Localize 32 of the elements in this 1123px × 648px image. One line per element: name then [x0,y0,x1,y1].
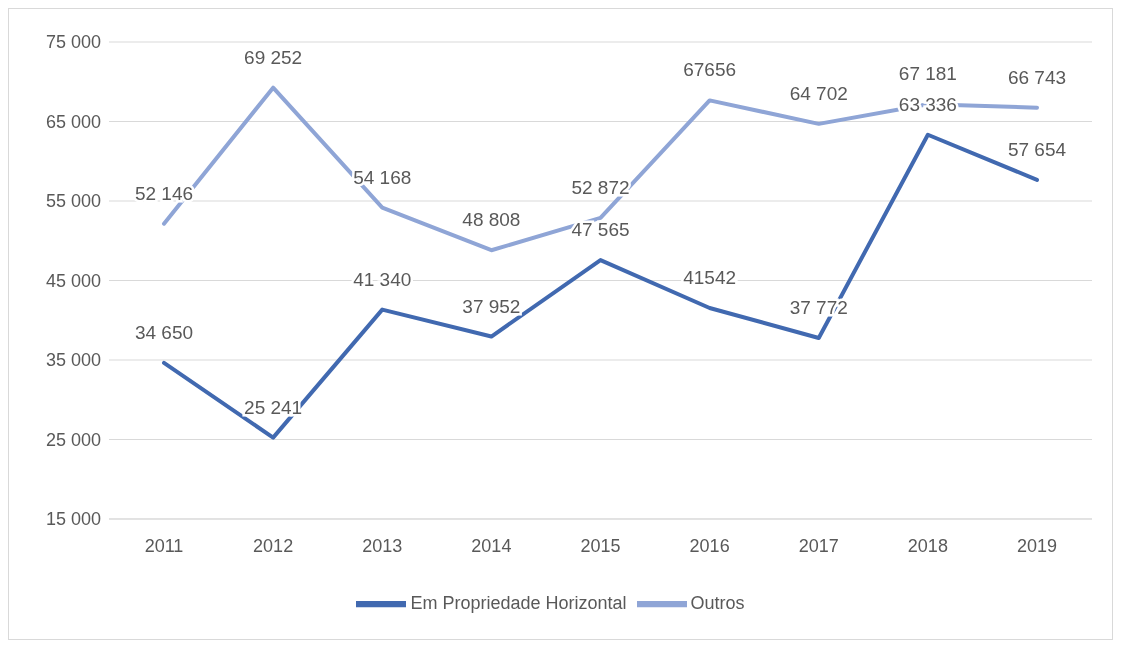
y-tick-label: 35 000 [45,350,101,371]
data-label: 69 252 [244,46,303,68]
data-label: 48 808 [462,209,521,231]
data-label: 67 181 [898,63,957,85]
x-tick-label: 2018 [907,535,948,556]
legend-label: Outros [690,592,745,613]
x-tick-label: 2015 [580,535,621,556]
data-label: 52 872 [571,176,630,198]
data-label: 64 702 [789,82,848,104]
x-tick-label: 2017 [798,535,839,556]
data-label: 34 650 [134,321,194,343]
data-label: 41542 [683,266,737,288]
data-label: 66 743 [1007,66,1067,88]
data-label: 57 654 [1007,138,1067,160]
data-label: 67656 [683,59,737,81]
x-tick-label: 2019 [1016,535,1058,556]
data-label: 41 340 [353,268,412,290]
legend-label: Em Propriedade Horizontal [410,592,627,613]
x-tick-label: 2014 [471,535,512,556]
data-label: 54 168 [353,166,412,188]
x-tick-label: 2016 [689,535,730,556]
y-tick-label: 15 000 [45,509,101,530]
data-label: 47 565 [571,219,630,241]
x-tick-label: 2011 [144,535,184,556]
y-tick-label: 45 000 [45,270,101,291]
y-tick-label: 25 000 [45,429,101,450]
data-label: 37 952 [462,295,521,317]
y-tick-label: 55 000 [45,191,101,212]
y-tick-label: 65 000 [45,111,101,132]
x-tick-label: 2012 [253,535,294,556]
x-tick-label: 2013 [362,535,403,556]
y-tick-label: 75 000 [45,32,101,53]
